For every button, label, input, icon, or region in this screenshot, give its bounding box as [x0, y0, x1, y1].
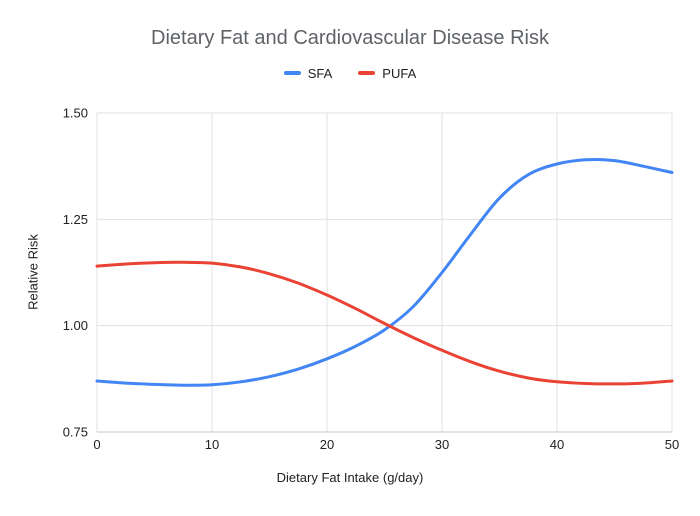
x-tick-label: 50	[665, 437, 679, 452]
axis-tick-labels: 0 10 20 30 40 50 0.75 1.00 1.25 1.50	[63, 106, 680, 453]
y-tick-label: 0.75	[63, 425, 88, 440]
y-tick-label: 1.25	[63, 212, 88, 227]
gridlines	[96, 112, 673, 433]
legend-item-pufa: PUFA	[358, 66, 416, 81]
y-tick-label: 1.00	[63, 318, 88, 333]
x-tick-label: 30	[435, 437, 449, 452]
legend-swatch-pufa	[358, 71, 376, 75]
x-tick-label: 10	[205, 437, 219, 452]
legend-label-pufa: PUFA	[382, 65, 417, 81]
legend-label-sfa: SFA	[307, 65, 333, 81]
series-lines	[95, 158, 674, 387]
chart-title: Dietary Fat and Cardiovascular Disease R…	[151, 27, 549, 49]
x-tick-label: 0	[93, 437, 100, 452]
x-tick-label: 20	[320, 437, 334, 452]
y-tick-label: 1.50	[63, 106, 88, 121]
x-axis-title: Dietary Fat Intake (g/day)	[276, 470, 424, 485]
x-tick-label: 40	[550, 437, 564, 452]
chart-legend: SFA PUFA	[0, 64, 700, 82]
legend-swatch-sfa	[283, 71, 301, 75]
series-line-pufa	[95, 260, 674, 386]
series-line-sfa	[95, 158, 674, 387]
y-axis-title: Relative Risk	[25, 234, 41, 310]
legend-item-sfa: SFA	[283, 65, 333, 81]
